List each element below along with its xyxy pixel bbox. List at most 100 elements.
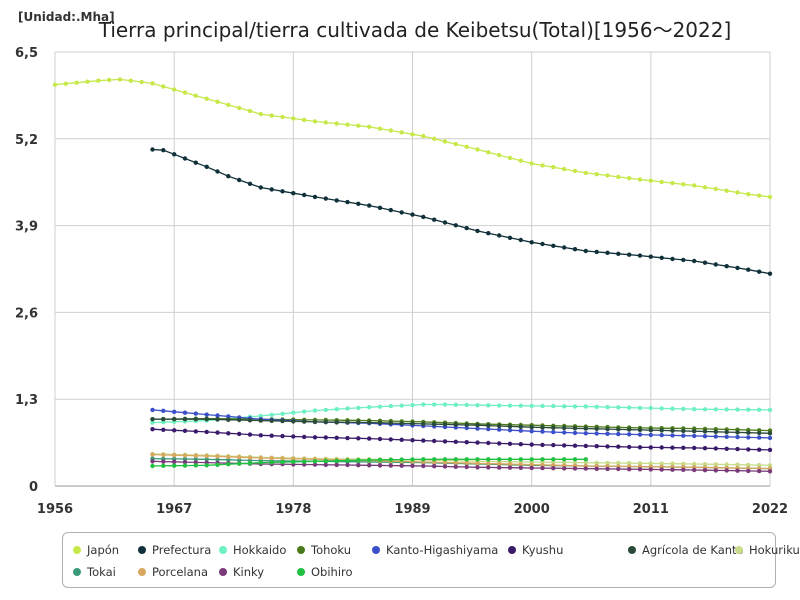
- data-point-japon: [562, 166, 567, 172]
- data-point-porcelana: [258, 455, 263, 461]
- data-point-agricola-de-kanto: [302, 419, 307, 424]
- series-line-kinky: [152, 460, 771, 472]
- data-point-kinky: [432, 464, 437, 469]
- legend-item: Prefectura: [138, 543, 211, 557]
- data-point-kanto-higashiyama: [670, 433, 675, 438]
- data-point-japon: [702, 185, 708, 190]
- data-point-hokuriku: [605, 460, 610, 466]
- data-point-prefectura: [681, 257, 686, 263]
- data-point-kinky: [659, 467, 664, 472]
- data-point-kyushu: [583, 443, 588, 449]
- x-tick-label: 1989: [394, 502, 430, 517]
- data-point-obihiro: [562, 457, 567, 462]
- data-point-hokkaido: [605, 404, 610, 410]
- y-tick-label: 1,3: [15, 393, 38, 408]
- data-point-agricola-de-kanto: [215, 417, 220, 422]
- data-point-hokkaido: [767, 407, 773, 413]
- data-point-obihiro: [345, 458, 350, 463]
- data-point-hokkaido: [464, 402, 469, 408]
- legend-marker: [138, 546, 146, 554]
- data-point-prefectura: [540, 241, 545, 247]
- data-point-kinky: [670, 467, 675, 472]
- data-point-kyushu: [226, 431, 231, 436]
- data-point-agricola-de-kanto: [551, 425, 556, 430]
- data-point-kanto-higashiyama: [182, 410, 188, 415]
- data-point-japon: [334, 121, 339, 126]
- data-point-kyushu: [345, 435, 350, 441]
- data-point-kinky: [616, 466, 621, 472]
- data-point-japon: [237, 105, 242, 111]
- legend-item: Tohoku: [297, 543, 351, 557]
- data-point-japon: [410, 132, 415, 137]
- data-point-japon: [193, 93, 198, 98]
- data-point-prefectura: [182, 156, 188, 161]
- data-point-kyushu: [659, 445, 664, 450]
- data-point-kyushu: [280, 433, 285, 439]
- data-point-prefectura: [367, 203, 372, 208]
- data-point-hokkaido: [323, 407, 328, 413]
- data-point-agricola-de-kanto: [258, 418, 263, 423]
- data-point-kinky: [334, 462, 339, 468]
- legend-label: Kinky: [233, 565, 265, 579]
- data-point-kanto-higashiyama: [497, 427, 502, 432]
- data-point-prefectura: [356, 201, 361, 206]
- x-tick-label: 1978: [275, 502, 311, 517]
- data-point-obihiro: [367, 457, 372, 463]
- data-point-hokkaido: [312, 408, 318, 413]
- data-point-agricola-de-kanto: [453, 422, 458, 427]
- data-point-prefectura: [746, 267, 751, 272]
- x-tick-label: 2000: [514, 502, 550, 517]
- data-point-porcelana: [442, 460, 448, 465]
- data-point-kyushu: [269, 433, 274, 438]
- data-point-agricola-de-kanto: [637, 427, 643, 433]
- data-point-obihiro: [540, 457, 545, 462]
- data-point-prefectura: [388, 207, 393, 213]
- data-point-kyushu: [681, 445, 686, 450]
- legend-item: Agrícola de Kanto: [628, 543, 744, 557]
- data-point-kyushu: [172, 428, 177, 433]
- data-point-porcelana: [280, 456, 285, 461]
- data-point-hokkaido: [648, 405, 653, 411]
- data-point-agricola-de-kanto: [518, 424, 523, 429]
- data-point-kyushu: [291, 434, 296, 439]
- data-point-agricola-de-kanto: [507, 424, 513, 429]
- data-point-obihiro: [193, 463, 198, 468]
- data-point-hokuriku: [681, 461, 686, 466]
- legend-item: Kyushu: [508, 543, 563, 557]
- data-point-prefectura: [312, 194, 318, 200]
- data-point-japon: [96, 78, 101, 83]
- data-point-hokkaido: [334, 407, 339, 412]
- legend-item: Porcelana: [138, 565, 208, 579]
- data-point-prefectura: [702, 260, 708, 265]
- data-point-hokkaido: [757, 407, 762, 412]
- data-point-prefectura: [670, 256, 675, 262]
- data-point-kanto-higashiyama: [475, 426, 480, 431]
- data-point-hokuriku: [767, 463, 773, 468]
- data-point-kyushu: [757, 447, 762, 452]
- data-point-hokuriku: [627, 461, 632, 466]
- data-point-porcelana: [529, 462, 534, 467]
- data-point-prefectura: [594, 249, 599, 255]
- legend-item: Obihiro: [297, 565, 353, 579]
- data-point-prefectura: [172, 152, 177, 157]
- data-point-prefectura: [464, 225, 469, 231]
- data-point-agricola-de-kanto: [226, 417, 231, 422]
- data-point-kinky: [518, 465, 523, 470]
- data-point-prefectura: [724, 264, 729, 269]
- data-point-agricola-de-kanto: [692, 429, 697, 434]
- data-point-prefectura: [291, 191, 296, 196]
- data-point-prefectura: [302, 192, 307, 198]
- legend-label: Japón: [87, 543, 120, 557]
- data-point-porcelana: [486, 461, 491, 466]
- data-point-kyushu: [713, 446, 718, 451]
- data-point-kanto-higashiyama: [486, 426, 491, 432]
- data-point-obihiro: [356, 458, 361, 463]
- data-point-kinky: [627, 467, 632, 472]
- chart-title: Tierra principal/tierra cultivada de Kei…: [98, 18, 732, 42]
- data-point-porcelana: [453, 460, 458, 465]
- data-point-kinky: [583, 466, 588, 471]
- data-point-kinky: [421, 463, 426, 469]
- data-point-obihiro: [464, 457, 469, 462]
- data-point-hokkaido: [594, 404, 599, 409]
